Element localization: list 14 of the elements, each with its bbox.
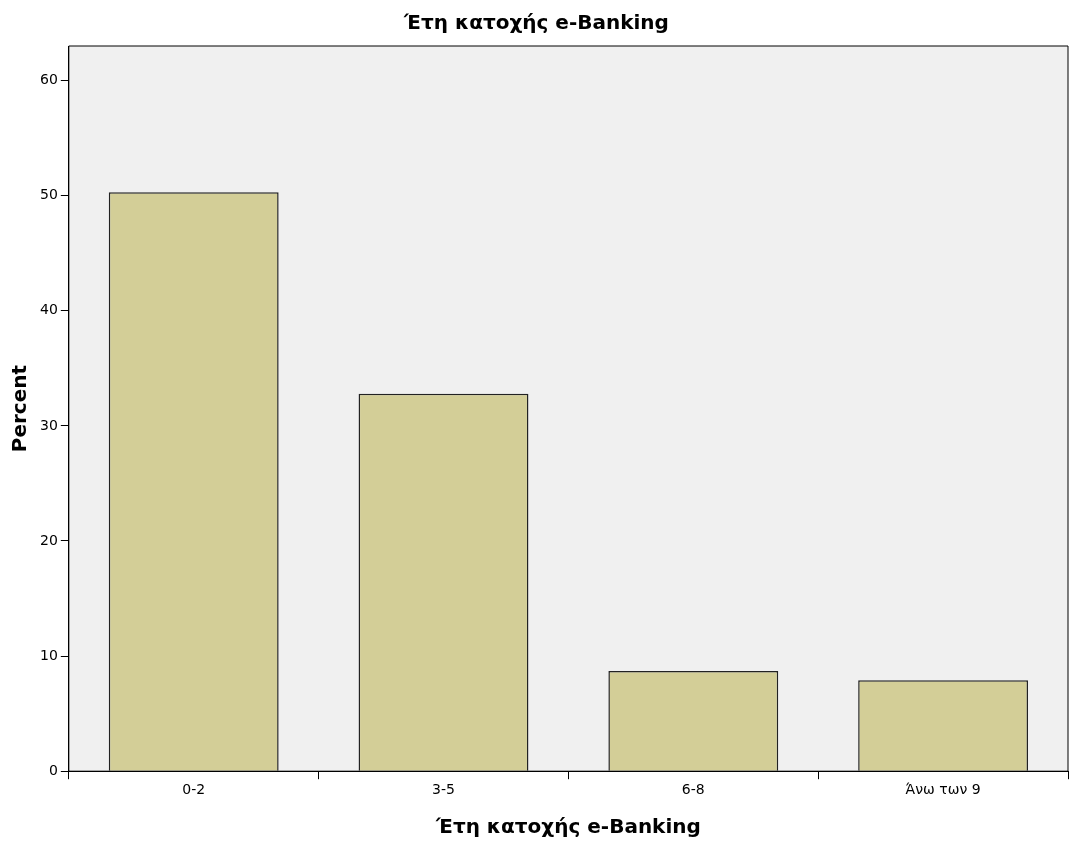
x-tick-label: Άνω των 9 [905, 781, 981, 798]
y-tick-label: 10 [39, 646, 58, 663]
chart-title: Έτη κατοχής e-Banking [403, 10, 669, 35]
y-axis-title: Percent [7, 364, 32, 453]
x-tick-label: 3-5 [432, 781, 455, 798]
y-tick-label: 40 [39, 301, 58, 318]
y-tick-label: 30 [39, 416, 58, 433]
x-tick-label: 6-8 [681, 781, 705, 798]
x-tick-label: 0-2 [182, 781, 206, 798]
y-tick-label: 60 [39, 71, 58, 88]
y-tick-label: 20 [39, 531, 58, 548]
y-tick-label: 0 [48, 761, 58, 778]
x-axis-title: Έτη κατοχής e-Banking [434, 814, 701, 839]
y-tick-label: 50 [39, 186, 58, 203]
